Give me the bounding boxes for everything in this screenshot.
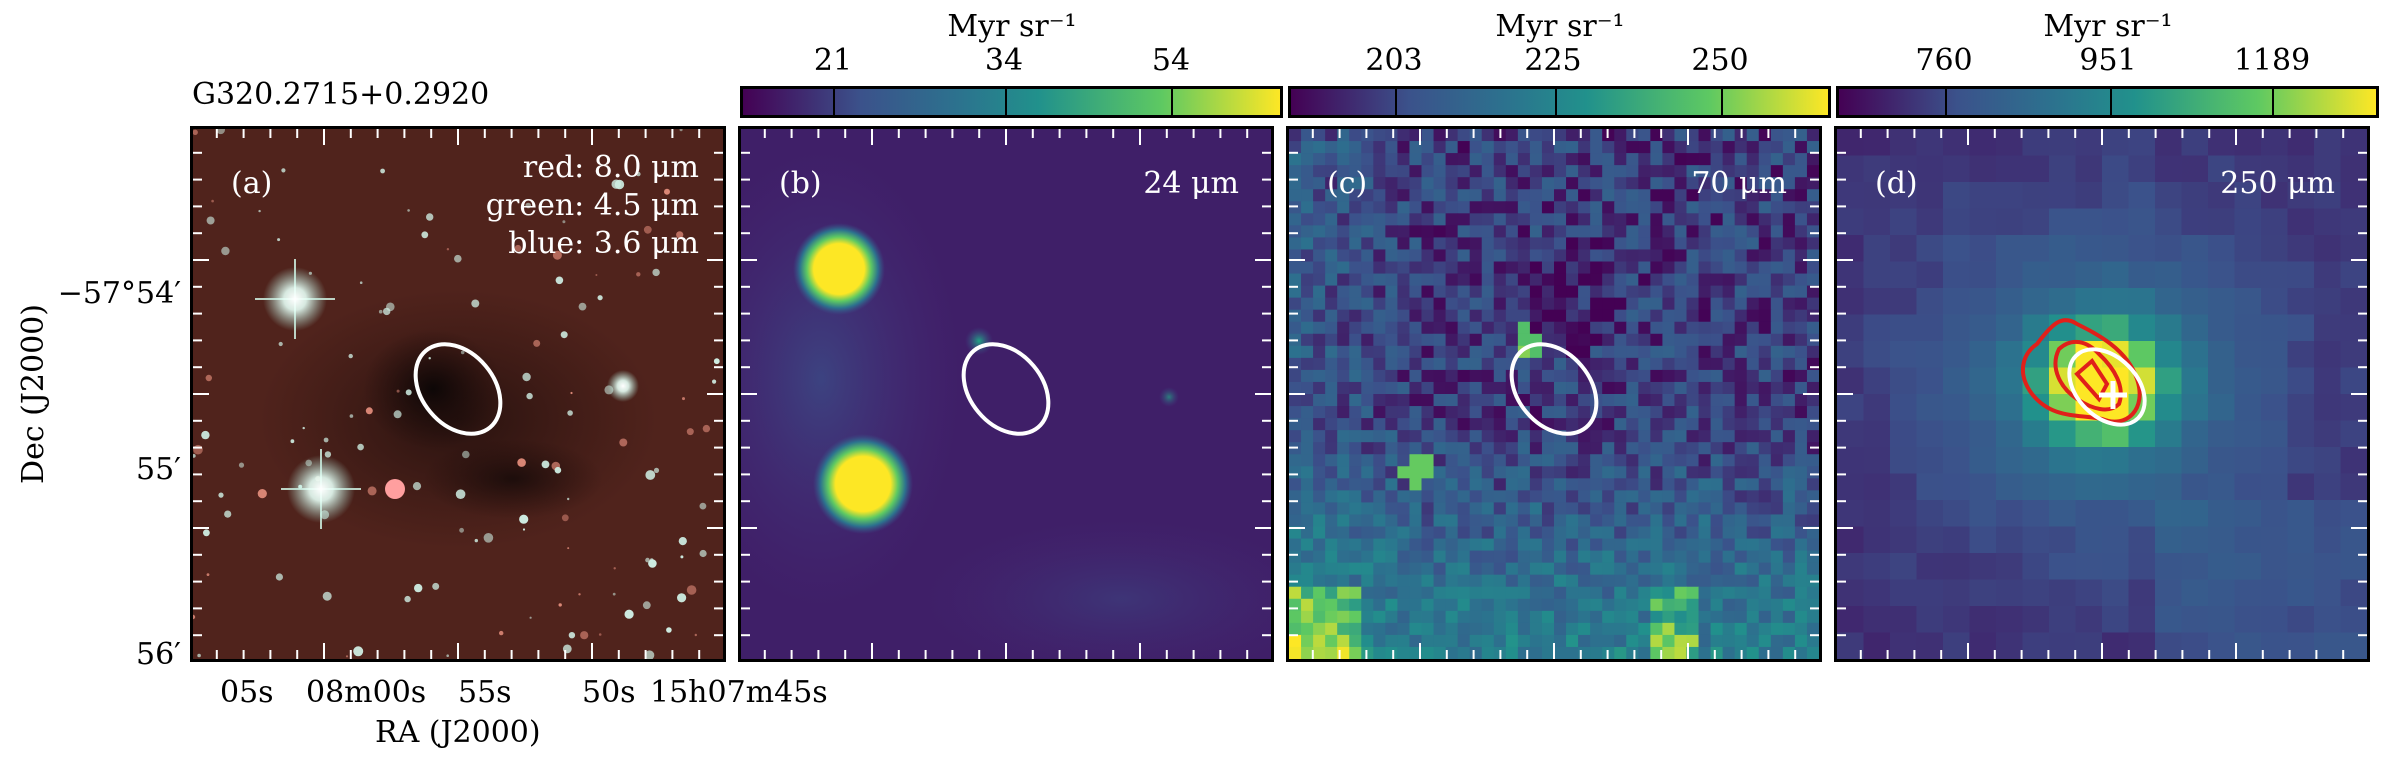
colorbar-tick-label: 1189 [2233,43,2311,78]
colorbar-title: Myr sr⁻¹ [1495,9,1625,44]
colorbar-24um [740,86,1283,118]
dec-tick-label: 56′ [136,637,181,672]
colorbar-tick-label: 54 [1151,43,1191,78]
colorbar-tick-label: 250 [1691,43,1749,78]
panel-label: (a) [231,166,273,201]
band-label: 70 μm [1691,166,1787,201]
panel-c-70um-image: (c) 70 μm [1286,126,1822,662]
band-label: 250 μm [2220,166,2335,201]
ra-tick-label: 55s [458,675,512,710]
y-axis-label: Dec (J2000) [16,304,51,484]
band-legend-blue: blue: 3.6 μm [508,226,699,261]
colorbar-70um [1288,86,1831,118]
band-legend-red: red: 8.0 μm [522,150,699,185]
ra-tick-label: 05s [220,675,274,710]
ra-tick-label: 50s [582,675,636,710]
x-axis-label: RA (J2000) [375,715,541,750]
dec-tick-label: 55′ [136,452,181,487]
ra-tick-label: 08m00s [306,675,427,710]
band-legend-green: green: 4.5 μm [485,188,699,223]
colorbar-tick-label: 21 [813,43,853,78]
panel-label: (b) [779,166,822,201]
panel-d-250um-image: (d) 250 μm [1834,126,2370,662]
ra-tick-label: 15h07m45s [650,675,828,710]
colorbar-title: Myr sr⁻¹ [2043,9,2173,44]
colorbar-tick-label: 760 [1915,43,1973,78]
colorbar-tick-label: 34 [984,43,1024,78]
panel-b-24um-image: (b) 24 μm [738,126,1274,662]
colorbar-250um [1836,86,2379,118]
colorbar-tick-label: 225 [1524,43,1582,78]
band-label: 24 μm [1143,166,1239,201]
panel-a-rgb-image: (a) red: 8.0 μm green: 4.5 μm blue: 3.6 … [190,126,726,662]
colorbar-title: Myr sr⁻¹ [947,9,1077,44]
source-name: G320.2715+0.2920 [192,77,490,112]
panel-label: (c) [1327,166,1368,201]
panel-label: (d) [1875,166,1918,201]
dec-tick-label: −57°54′ [57,276,181,311]
colorbar-tick-label: 951 [2079,43,2137,78]
colorbar-tick-label: 203 [1365,43,1423,78]
